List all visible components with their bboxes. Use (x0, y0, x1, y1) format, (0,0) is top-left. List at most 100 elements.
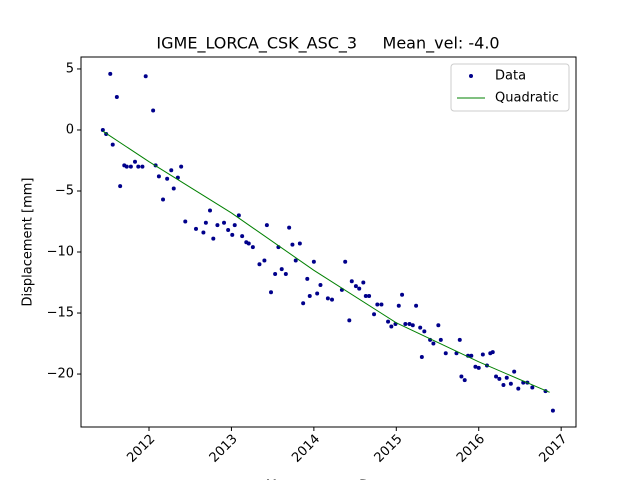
y-tick-label: −10 (47, 245, 74, 260)
data-point (315, 291, 320, 296)
data-point (501, 383, 506, 388)
y-tick-label: 5 (66, 61, 74, 76)
data-point (469, 353, 474, 358)
data-point (343, 259, 348, 264)
legend-label: Data (495, 69, 526, 84)
y-tick-label: −5 (55, 183, 74, 198)
data-point (269, 290, 274, 295)
legend-box (450, 63, 570, 112)
data-point (419, 354, 424, 359)
data-point (516, 386, 521, 391)
data-point (361, 280, 366, 285)
data-point (290, 242, 295, 247)
data-point (494, 374, 499, 379)
data-point (257, 262, 262, 267)
data-point (431, 341, 436, 346)
data-point (347, 318, 352, 323)
data-point (179, 164, 184, 169)
data-point (100, 127, 105, 132)
legend-marker (469, 74, 473, 78)
data-point (203, 220, 208, 225)
data-point (422, 329, 427, 334)
data-point (436, 323, 441, 328)
data-point (143, 74, 148, 79)
data-point (375, 302, 380, 307)
data-point (357, 286, 362, 291)
data-point (283, 271, 288, 276)
data-point (473, 364, 478, 369)
y-tick-label: −20 (47, 367, 74, 382)
data-point (236, 213, 241, 218)
data-point (462, 378, 467, 383)
data-point (136, 164, 141, 169)
data-point (301, 301, 306, 306)
data-point (140, 164, 145, 169)
data-point (132, 159, 137, 164)
data-point (403, 322, 408, 327)
data-point (161, 197, 166, 202)
data-point (297, 241, 302, 246)
data-point (110, 142, 115, 147)
data-point (490, 350, 495, 355)
data-point (379, 302, 384, 307)
data-point (171, 186, 176, 191)
data-point (353, 284, 358, 289)
data-point (108, 71, 113, 76)
data-point (128, 164, 133, 169)
data-point (386, 319, 391, 324)
data-point (418, 325, 423, 330)
data-point (318, 282, 323, 287)
data-point (508, 381, 513, 386)
data-point (307, 293, 312, 298)
y-tick-label: 0 (66, 122, 74, 137)
data-point (305, 276, 310, 281)
data-point (211, 236, 216, 241)
data-point (124, 164, 129, 169)
data-point (293, 258, 298, 263)
data-point (279, 267, 284, 272)
data-point (240, 234, 245, 239)
data-point (330, 297, 335, 302)
data-point (222, 220, 227, 225)
data-point (273, 271, 278, 276)
legend-label: Quadratic (495, 91, 559, 106)
data-point (438, 337, 443, 342)
data-point (410, 323, 415, 328)
data-point (497, 376, 502, 381)
data-point (183, 219, 188, 224)
data-point (208, 208, 213, 213)
x-axis-label: Measurement Date (266, 479, 390, 480)
data-point (372, 312, 377, 317)
data-point (414, 303, 419, 308)
data-point (400, 292, 405, 297)
data-point (550, 408, 555, 413)
plot-frame (80, 56, 577, 428)
data-point (457, 337, 462, 342)
fit-line (102, 130, 550, 393)
data-point (367, 293, 372, 298)
data-point (262, 258, 267, 263)
y-tick-label: −15 (47, 306, 74, 321)
data-point (512, 369, 517, 374)
data-point (287, 225, 292, 230)
data-point (407, 322, 412, 327)
data-point (156, 174, 161, 179)
data-point (459, 374, 464, 379)
data-point (215, 223, 220, 228)
data-point (193, 226, 198, 231)
data-point (114, 95, 119, 100)
data-point (530, 385, 535, 390)
data-point (504, 375, 509, 380)
data-point (151, 108, 156, 113)
data-point (250, 245, 255, 250)
data-point (480, 352, 485, 357)
data-point (363, 293, 368, 298)
data-point (246, 241, 251, 246)
data-point (349, 279, 354, 284)
data-point (230, 232, 235, 237)
chart-title: IGME_LORCA_CSK_ASC_3 Mean_vel: -4.0 (156, 34, 499, 54)
data-point (232, 223, 237, 228)
data-point (201, 230, 206, 235)
data-point (389, 324, 394, 329)
